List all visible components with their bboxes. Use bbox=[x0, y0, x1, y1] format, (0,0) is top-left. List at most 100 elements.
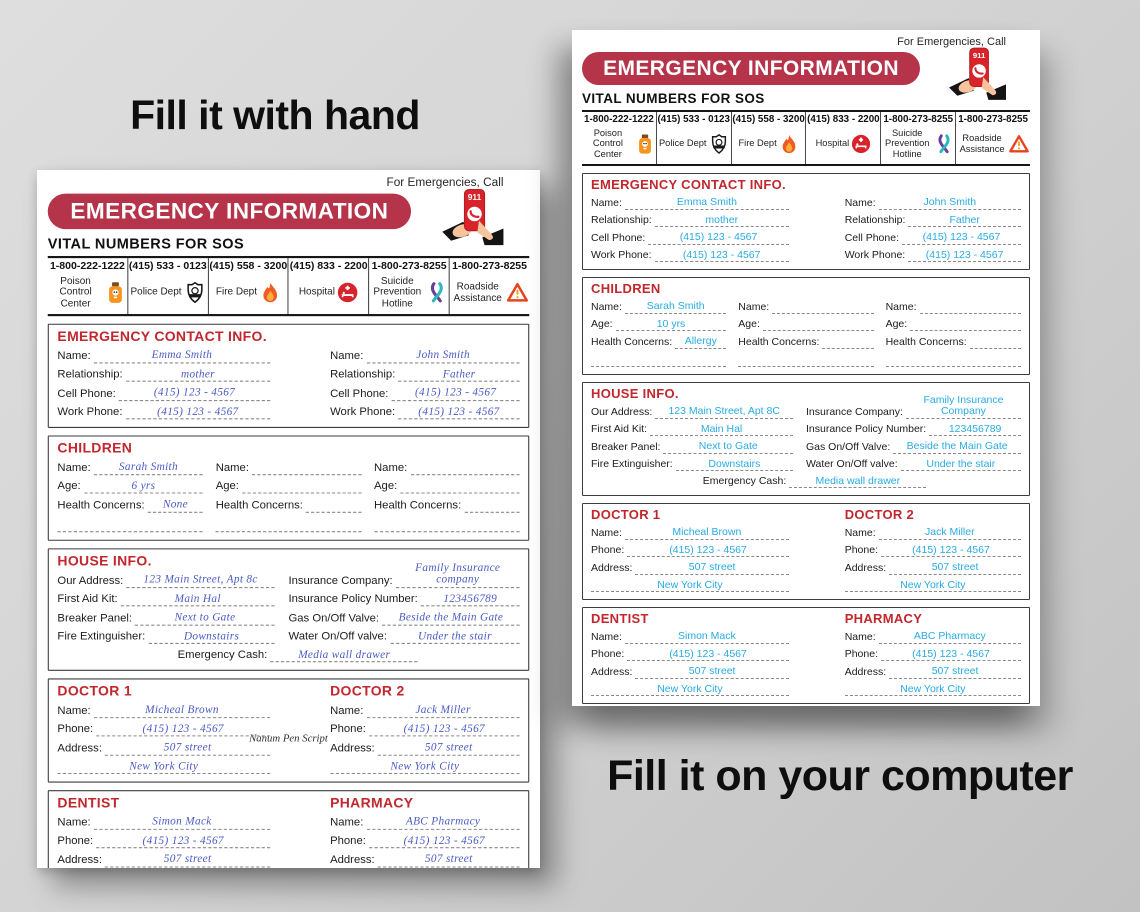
child3-health-field: Health Concerns: bbox=[374, 497, 520, 513]
child3-health-extra-line[interactable] bbox=[885, 352, 1021, 367]
section-house-info: HOUSE INFO. Our Address: 123 Main Street,… bbox=[582, 382, 1030, 496]
pharmacy-address-field: Address: 507 street bbox=[330, 852, 520, 868]
contact2-cell-value: (415) 123 - 4567 bbox=[414, 387, 497, 400]
svg-text:911: 911 bbox=[973, 51, 986, 60]
pharmacy-name-field: Name: ABC Pharmacy bbox=[845, 630, 1021, 644]
printed-form-hand-filled: For Emergencies, Call 911 EMERGENCY INFO… bbox=[37, 170, 540, 868]
house-emergency-cash-value: Media wall drawer bbox=[815, 474, 901, 487]
vital-number: 1-800-222-1222 bbox=[49, 260, 125, 273]
contact1-work-value: (415) 123 - 4567 bbox=[157, 406, 239, 419]
form-title: EMERGENCY INFORMATION bbox=[70, 198, 389, 224]
doctor1-name-value: Micheal Brown bbox=[145, 704, 219, 717]
pharmacy-address2-field: New York City bbox=[844, 682, 1021, 696]
vital-number: 1-800-273-8255 bbox=[883, 114, 954, 125]
contact1-cell-value: (415) 123 - 4567 bbox=[679, 231, 758, 244]
contact1-name-value: Emma Smith bbox=[151, 350, 213, 362]
contact1-work-phone-field: Work Phone: (415) 123 - 4567 bbox=[57, 404, 271, 420]
vital-number: (415) 558 - 3200 bbox=[209, 260, 288, 273]
section-title: HOUSE INFO. bbox=[57, 552, 152, 569]
contact2-relationship-field: Relationship: Father bbox=[330, 367, 520, 382]
section-children: CHILDREN Name: Sarah Smith Age: 6 yrs Heal… bbox=[47, 435, 530, 541]
child2-health-extra-line[interactable] bbox=[738, 352, 874, 367]
child3-age-field: Age: bbox=[374, 478, 520, 494]
child1-health-extra-line bbox=[57, 516, 203, 533]
contact1-name-value: Emma Smith bbox=[676, 196, 737, 209]
vital-label: Hospital bbox=[298, 286, 335, 298]
vital-number: 1-800-273-8255 bbox=[452, 260, 528, 273]
pharmacy-name-field: Name: ABC Pharmacy bbox=[330, 814, 520, 830]
child2-age-field: Age: bbox=[738, 317, 874, 331]
pharmacy-phone-value: (415) 123 - 4567 bbox=[912, 647, 990, 660]
contact1-cell-phone-field: Cell Phone: (415) 123 - 4567 bbox=[591, 231, 789, 245]
vital-number: (415) 833 - 2200 bbox=[807, 114, 880, 125]
contact1-relationship-value: mother bbox=[180, 368, 215, 381]
house-insurance-co-value: Family Insurance Company bbox=[923, 394, 1004, 418]
dentist-name-value: Simon Mack bbox=[152, 816, 212, 829]
form-subtitle: VITAL NUMBERS FOR SOS bbox=[47, 235, 245, 252]
police-badge-icon bbox=[186, 281, 203, 303]
child1-age-field: Age: 10 yrs bbox=[591, 317, 727, 331]
vital-roadside-assistance: 1-800-273-8255 Roadside Assistance bbox=[956, 112, 1030, 164]
contact1-work-phone-field: Work Phone: (415) 123 - 4567 bbox=[591, 248, 789, 262]
digital-form-computer-filled: For Emergencies, Call 911 EMERGENCY INFO… bbox=[572, 30, 1040, 706]
house-emergency-cash-value: Media wall drawer bbox=[298, 649, 391, 662]
child3-age-field: Age: bbox=[886, 317, 1021, 331]
hospital-bed-icon bbox=[338, 282, 358, 302]
house-breaker-value: Next to Gate bbox=[174, 612, 236, 625]
house-breaker-field: Breaker Panel: Next to Gate bbox=[591, 440, 794, 454]
warning-triangle-icon bbox=[1009, 134, 1029, 152]
contact2-work-phone-field: Work Phone: (415) 123 - 4567 bbox=[330, 404, 520, 420]
doctor2-address2-value: New York City bbox=[390, 761, 460, 773]
contact1-relationship-field: Relationship: mother bbox=[591, 213, 789, 227]
doctor1-address1-value: 507 street bbox=[688, 561, 736, 574]
section-dentist-pharmacy: DENTIST Name: Simon Mack Phone: (415) 123 … bbox=[582, 607, 1030, 704]
child1-health-extra-line[interactable] bbox=[591, 352, 727, 367]
pharmacy-address1-value: 507 street bbox=[424, 854, 473, 866]
contact1-name-field: Name: Emma Smith bbox=[591, 196, 789, 210]
doctor1-phone-field: Phone: (415) 123 - 4567 bbox=[591, 543, 789, 557]
doctor1-address2-field: New York City bbox=[57, 759, 271, 775]
pharmacy-address-field: Address: 507 street bbox=[845, 665, 1021, 679]
doctor1-phone-value: (415) 123 - 4567 bbox=[142, 723, 224, 736]
child3-name-field: Name: bbox=[886, 300, 1021, 314]
dentist-address2-field: New York City bbox=[591, 682, 789, 696]
poison-bottle-icon bbox=[638, 133, 651, 154]
house-gas-valve-value: Beside the Main Gate bbox=[398, 612, 504, 625]
vital-number: (415) 533 - 0123 bbox=[657, 114, 730, 125]
dentist-phone-value: (415) 123 - 4567 bbox=[669, 647, 747, 660]
house-emergency-cash-field: Emergency Cash: Media wall drawer bbox=[178, 647, 418, 663]
contact2-work-phone-field: Work Phone: (415) 123 - 4567 bbox=[845, 248, 1021, 262]
doctor2-address-field: Address: 507 street bbox=[845, 561, 1021, 575]
hospital-bed-icon bbox=[852, 134, 871, 153]
child1-name-value: Sarah Smith bbox=[118, 461, 178, 474]
child2-name-field: Name: bbox=[216, 460, 362, 475]
contact1-work-value: (415) 123 - 4567 bbox=[682, 248, 761, 261]
contact2-name-field: Name: John Smith bbox=[845, 196, 1021, 210]
doctor2-name-field: Name: Jack Miller bbox=[330, 703, 520, 718]
doctor1-address1-value: 507 street bbox=[163, 742, 212, 755]
vital-number: 1-800-273-8255 bbox=[371, 260, 447, 273]
vital-label: Roadside Assistance bbox=[453, 281, 502, 303]
pharmacy-name-value: ABC Pharmacy bbox=[913, 630, 986, 643]
for-emergencies-call-note: For Emergencies, Call bbox=[386, 176, 504, 190]
contact2-cell-phone-field: Cell Phone: (415) 123 - 4567 bbox=[330, 385, 520, 401]
contact1-relationship-field: Relationship: mother bbox=[57, 367, 271, 382]
vital-label: Fire Dept bbox=[215, 286, 257, 298]
vital-suicide-prevention: 1-800-273-8255 Suicide Prevention Hotlin… bbox=[881, 112, 957, 164]
contact2-cell-phone-field: Cell Phone: (415) 123 - 4567 bbox=[845, 231, 1021, 245]
house-first-aid-value: Main Hal bbox=[700, 422, 743, 435]
house-water-valve-value: Under the stair bbox=[417, 631, 492, 643]
vital-label: Fire Dept bbox=[738, 138, 777, 149]
for-emergencies-call-note: For Emergencies, Call bbox=[897, 36, 1006, 48]
house-address-value: 123 Main Street, Apt 8c bbox=[143, 574, 258, 587]
doctor2-phone-field: Phone: (415) 123 - 4567 bbox=[330, 721, 520, 737]
contact1-relationship-value: mother bbox=[705, 213, 739, 226]
house-fire-ext-value: Downstairs bbox=[708, 457, 761, 470]
child2-age-field: Age: bbox=[216, 478, 362, 494]
house-fire-ext-field: Fire Extinguisher: Downstairs bbox=[591, 457, 794, 471]
vital-poison-control: 1-800-222-1222 Poison Control Center bbox=[48, 258, 129, 315]
house-water-valve-field: Water On/Off valve: Under the stair bbox=[289, 629, 520, 644]
house-insurance-co-field: Insurance Company: Family Insurance compa… bbox=[289, 563, 520, 588]
dentist-phone-field: Phone: (415) 123 - 4567 bbox=[591, 647, 789, 661]
doctor1-name-field: Name: Micheal Brown bbox=[57, 703, 271, 718]
